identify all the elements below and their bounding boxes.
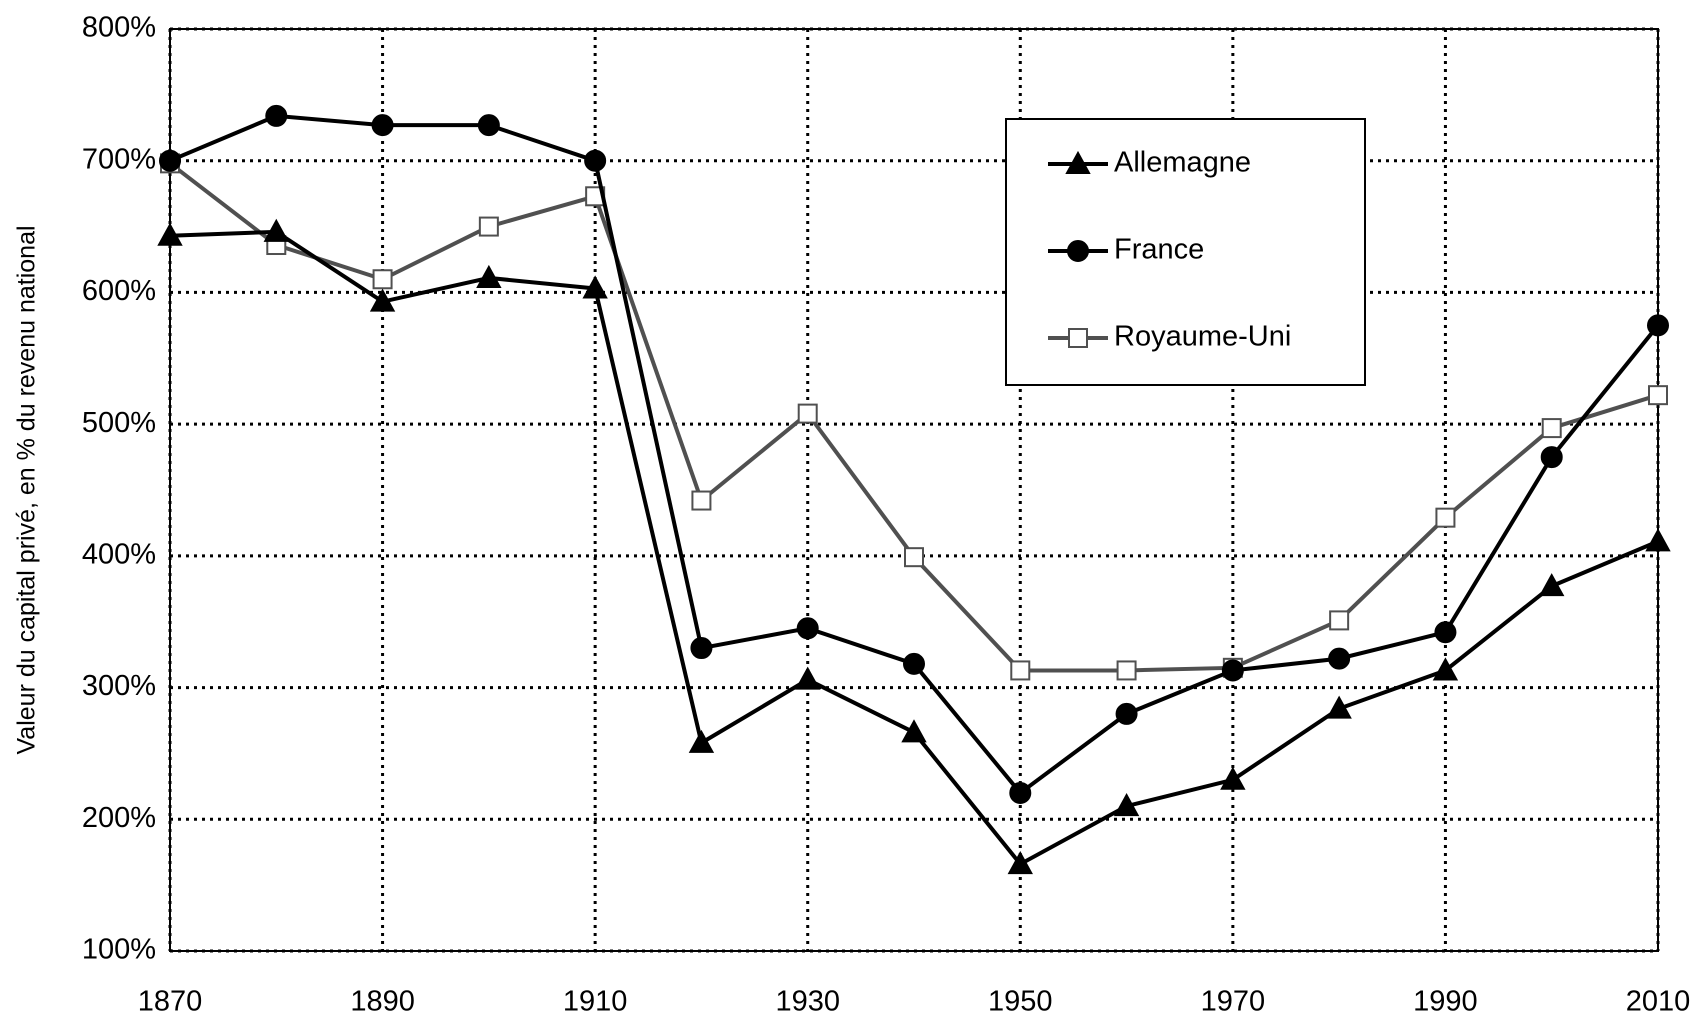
y-tick-label: 300% [82, 670, 156, 702]
marker [796, 617, 819, 640]
legend-marker [1065, 150, 1091, 174]
marker [476, 264, 502, 288]
marker [688, 729, 715, 753]
marker [904, 547, 924, 568]
marker [1647, 314, 1669, 337]
legend-label: Royaume-Uni [1114, 321, 1291, 353]
x-tick-label: 1890 [350, 986, 415, 1018]
legend-marker [1068, 328, 1088, 348]
marker [159, 149, 181, 172]
marker [265, 104, 288, 127]
marker [691, 490, 712, 511]
marker [1434, 621, 1457, 644]
marker [797, 403, 818, 424]
marker [1115, 702, 1138, 725]
marker [263, 218, 289, 242]
x-tick-label: 2010 [1626, 986, 1691, 1018]
marker [1328, 647, 1351, 670]
x-tick-label: 1870 [138, 986, 203, 1018]
marker [903, 652, 925, 675]
y-tick-label: 100% [82, 934, 156, 966]
x-tick-label: 1990 [1413, 986, 1478, 1018]
marker [1010, 660, 1031, 681]
marker [1113, 793, 1140, 817]
marker [582, 275, 608, 299]
y-tick-label: 200% [82, 802, 156, 834]
marker [369, 288, 396, 312]
marker [1432, 657, 1459, 681]
series-line [168, 161, 1659, 673]
marker [1220, 766, 1246, 790]
y-tick-label: 800% [82, 12, 156, 44]
marker [690, 637, 713, 660]
marker [1540, 446, 1563, 469]
y-tick-label: 500% [82, 407, 156, 439]
marker [1009, 781, 1032, 804]
y-axis-label: Valeur du capital privé, en % du revenu … [13, 225, 41, 754]
marker [1539, 573, 1565, 597]
marker [1435, 507, 1456, 528]
x-tick-label: 1950 [988, 986, 1053, 1018]
marker [371, 114, 394, 137]
marker [1221, 659, 1244, 682]
y-tick-label: 700% [82, 143, 156, 175]
x-tick-label: 1930 [775, 986, 840, 1018]
marker [1329, 610, 1350, 631]
x-tick-label: 1970 [1201, 986, 1266, 1018]
marker [584, 149, 607, 172]
marker [1116, 660, 1137, 681]
marker [1645, 528, 1671, 552]
marker [157, 222, 183, 246]
legend-label: France [1114, 234, 1204, 266]
marker [372, 269, 393, 290]
x-tick-label: 1910 [563, 986, 628, 1018]
marker [1541, 418, 1562, 439]
marker [1007, 850, 1033, 875]
y-tick-label: 600% [82, 275, 156, 307]
marker [478, 216, 499, 237]
plot-frame [169, 28, 1659, 952]
marker [1326, 695, 1352, 719]
marker [795, 666, 821, 690]
legend-label: Allemagne [1114, 147, 1251, 179]
legend-marker [1067, 240, 1089, 262]
marker [1648, 385, 1668, 406]
marker [901, 719, 927, 743]
marker [477, 114, 500, 137]
y-tick-label: 400% [82, 539, 156, 571]
series-line [169, 113, 1660, 796]
